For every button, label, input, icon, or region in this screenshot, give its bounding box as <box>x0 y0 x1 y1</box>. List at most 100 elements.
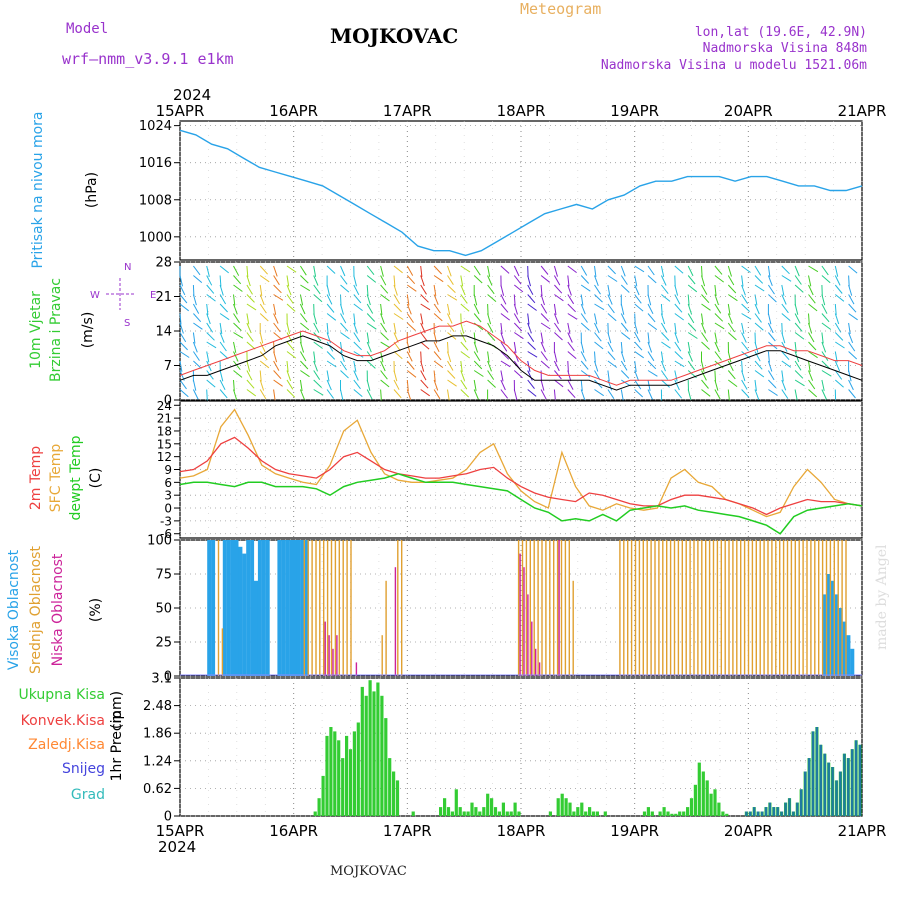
precip-bar <box>372 691 375 816</box>
wind-barb <box>728 285 736 293</box>
cloud-bar-1 <box>806 540 807 676</box>
wind-barb <box>795 314 800 324</box>
wind-barb <box>635 371 639 381</box>
wind-barb <box>702 371 707 381</box>
wind-barb <box>568 361 569 372</box>
wind-barb <box>608 285 610 296</box>
precip-bar <box>572 812 575 817</box>
wind-barb <box>742 276 743 287</box>
wind-barb <box>635 266 644 272</box>
wind-barb <box>260 333 263 344</box>
wind-barb <box>715 285 716 296</box>
wind-barb <box>835 276 840 286</box>
wind-barb <box>541 276 550 283</box>
wind-barb <box>702 333 708 342</box>
wind-barb <box>247 314 249 325</box>
wind-barb <box>474 390 478 400</box>
wind-barb <box>180 285 185 295</box>
wind-barb <box>488 314 491 325</box>
wind-barb <box>421 285 427 294</box>
wind-barb <box>287 276 289 287</box>
cloud-bar-0 <box>289 540 293 676</box>
cloud-bar-0 <box>281 540 285 676</box>
cloud-bar-1 <box>763 540 764 676</box>
wind-barb <box>688 352 692 362</box>
precip-bar <box>588 807 591 816</box>
wind-barb <box>648 390 653 400</box>
wind-barb <box>621 390 623 401</box>
y-tick-label: 21 <box>155 290 172 305</box>
wind-barb <box>354 333 360 342</box>
wind-barb <box>394 323 396 334</box>
cloud-bar-1 <box>799 540 800 676</box>
wind-barb <box>849 380 854 390</box>
wind-barb <box>514 266 519 276</box>
wind-barb <box>541 304 547 313</box>
cloud-bar-2 <box>356 662 357 676</box>
precip-bar <box>506 812 509 817</box>
cloud-bar-1 <box>315 540 316 676</box>
wind-barb <box>474 371 483 377</box>
wind-barb <box>742 361 743 372</box>
wind-barb <box>809 371 813 381</box>
wind-barb <box>541 323 550 329</box>
snow-bar <box>831 767 833 816</box>
y-tick-label: 7 <box>164 359 172 374</box>
wind-barb <box>327 371 329 382</box>
wind-barb <box>568 266 577 273</box>
wind-barb <box>702 361 705 372</box>
compass-w: W <box>90 290 100 301</box>
wind-barb <box>822 295 825 306</box>
wind-barb <box>554 295 563 301</box>
wind-barb <box>300 342 303 353</box>
wind-barb <box>260 314 268 322</box>
wind-barb <box>795 380 804 386</box>
wind-barb <box>621 352 624 363</box>
cloud-bar-1 <box>674 540 675 676</box>
cloud-bar-1 <box>721 540 722 676</box>
cloud-bar-1 <box>311 540 312 676</box>
wind-barb <box>635 314 636 325</box>
wind-barb <box>635 304 643 311</box>
wind-barb <box>327 314 336 321</box>
wind-barb <box>354 371 359 381</box>
wind-barb <box>247 276 250 287</box>
wind-barb <box>461 342 468 350</box>
wind-barb <box>220 295 226 305</box>
wind-barb <box>314 314 317 325</box>
wind-barb <box>554 352 557 363</box>
y-tick-label: 0.62 <box>143 782 172 797</box>
wind-barb <box>461 390 469 398</box>
wind-barb <box>608 352 615 360</box>
wind-barb <box>688 304 691 315</box>
wind-barb <box>661 285 668 294</box>
wind-barb <box>795 342 796 353</box>
wind-barb <box>835 380 843 387</box>
wind-barb <box>407 266 412 276</box>
wind-barb <box>755 361 762 369</box>
wind-barb <box>421 390 430 396</box>
wind-barb <box>621 371 629 379</box>
wind-barb <box>461 295 468 304</box>
wind-barb <box>448 352 451 363</box>
wind-barb <box>648 266 654 275</box>
wind-barb <box>247 304 256 310</box>
compass-e: E <box>150 290 156 301</box>
wind-barb <box>341 390 343 401</box>
y-tick-label: 100 <box>147 534 172 549</box>
wind-barb <box>554 285 561 293</box>
snow-bar <box>808 758 810 816</box>
precip-bar <box>710 794 713 816</box>
wind-barb <box>568 285 572 295</box>
wind-barb <box>260 304 266 313</box>
wind-barb <box>300 304 305 314</box>
precip-bar <box>604 812 607 817</box>
wind-barb <box>234 333 243 339</box>
wind-barb <box>461 361 462 372</box>
wind-barb <box>354 295 361 303</box>
snow-bar <box>777 807 779 816</box>
wind-barb <box>849 342 855 351</box>
wind-barb <box>715 276 724 283</box>
wind-barb <box>702 285 707 295</box>
wind-barb <box>234 266 239 276</box>
